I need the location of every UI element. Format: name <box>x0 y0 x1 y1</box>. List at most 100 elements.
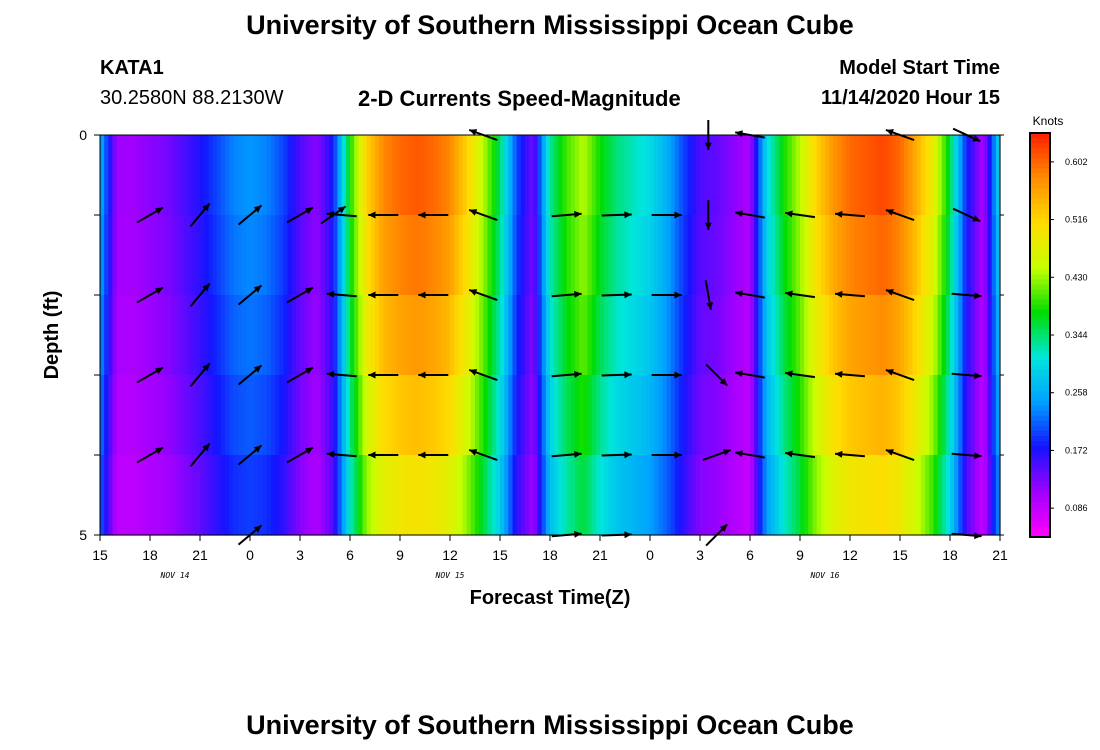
heatmap-cell <box>483 215 489 296</box>
heatmap-cell <box>608 455 614 536</box>
heatmap-cell <box>337 295 343 376</box>
heatmap-cell <box>237 375 243 456</box>
heatmap-cell <box>158 375 164 456</box>
heatmap-cell <box>908 455 914 536</box>
heatmap-cell <box>412 215 418 296</box>
current-vector <box>468 368 498 382</box>
heatmap-cell <box>600 295 605 376</box>
heatmap-cell <box>600 135 605 216</box>
heatmap-cell <box>175 375 180 456</box>
colorbar-segment <box>1030 340 1050 346</box>
heatmap-cell <box>779 135 784 216</box>
heatmap-cell <box>833 135 839 216</box>
heatmap-cell <box>875 295 880 376</box>
heatmap-cell <box>187 135 193 216</box>
heatmap-cell <box>216 215 222 296</box>
heatmap-cell <box>362 135 368 216</box>
heatmap-cell <box>300 375 305 456</box>
current-vector <box>368 211 399 219</box>
heatmap-cell <box>920 135 926 216</box>
heatmap-cell <box>408 455 414 536</box>
heatmap-cell <box>262 375 268 456</box>
heatmap-cell <box>204 455 209 536</box>
current-vector <box>326 290 357 298</box>
heatmap-cell <box>808 295 814 376</box>
heatmap-cell <box>129 215 134 296</box>
heatmap-cell <box>504 215 509 296</box>
heatmap-cell <box>741 135 747 216</box>
heatmap-cell <box>120 215 126 296</box>
heatmap-cell <box>433 135 439 216</box>
colorbar-segment <box>1030 425 1050 432</box>
heatmap-cell <box>662 295 668 376</box>
heatmap-cell <box>125 295 130 376</box>
colorbar-segment <box>1030 223 1050 230</box>
heatmap-cell <box>845 375 851 456</box>
heatmap-cell <box>637 455 643 536</box>
current-vector <box>885 448 915 462</box>
current-vectors <box>136 120 982 547</box>
colorbar-segment <box>1030 133 1050 139</box>
heatmap-cell <box>775 455 780 536</box>
heatmap-cell <box>612 135 618 216</box>
heatmap-cell <box>725 375 730 456</box>
heatmap-cell <box>945 215 951 296</box>
heatmap-cell <box>645 215 651 296</box>
colorbar-segment <box>1030 138 1050 144</box>
heatmap-cell <box>187 215 193 296</box>
heatmap-cell <box>866 215 872 296</box>
heatmap-cell <box>437 295 443 376</box>
heatmap-cell <box>833 215 839 296</box>
heatmap-cell <box>275 135 280 216</box>
heatmap-cell <box>987 295 993 376</box>
heatmap-cell <box>758 375 764 456</box>
current-vector <box>326 450 357 458</box>
heatmap-cell <box>250 455 255 536</box>
heatmap-cell <box>487 375 493 456</box>
heatmap-cell <box>325 215 330 296</box>
heatmap-cell <box>137 455 143 536</box>
colorbar-segment <box>1030 294 1050 301</box>
heatmap-cell <box>658 455 664 536</box>
heatmap-cell <box>866 455 872 536</box>
heatmap-cell <box>479 455 484 536</box>
heatmap-cell <box>666 455 672 536</box>
heatmap-cell <box>770 455 776 536</box>
heatmap-cell <box>541 215 547 296</box>
heatmap-cell <box>745 295 751 376</box>
heatmap-cell <box>895 295 901 376</box>
heatmap-cell <box>479 295 484 376</box>
heatmap-cell <box>791 375 797 456</box>
heatmap-cell <box>945 295 951 376</box>
heatmap-cell <box>995 375 1001 456</box>
heatmap-cell <box>845 135 851 216</box>
heatmap-cell <box>500 295 505 376</box>
heatmap-cell <box>279 295 284 376</box>
colorbar-segment <box>1030 521 1050 528</box>
heatmap-cell <box>108 375 114 456</box>
heatmap-cell <box>112 295 118 376</box>
heatmap-cell <box>770 375 776 456</box>
heatmap-cell <box>466 455 472 536</box>
heatmap-cell <box>900 135 905 216</box>
heatmap-cell <box>337 375 343 456</box>
heatmap-cell <box>570 135 576 216</box>
current-vector <box>784 290 816 299</box>
heatmap-cell <box>583 375 589 456</box>
heatmap-cell <box>604 135 609 216</box>
heatmap-cell <box>858 455 864 536</box>
heatmap-cell <box>712 215 718 296</box>
heatmap-cell <box>408 135 414 216</box>
heatmap-cell <box>191 135 197 216</box>
heatmap-cell <box>920 215 926 296</box>
heatmap-cell <box>779 455 784 536</box>
heatmap-cell <box>116 295 122 376</box>
heatmap-cell <box>733 375 739 456</box>
colorbar-tick-label: 0.258 <box>1065 388 1088 398</box>
colorbar-segment <box>1030 436 1050 442</box>
heatmap-cell <box>887 375 893 456</box>
heatmap-cell <box>862 135 868 216</box>
heatmap-cell <box>645 135 651 216</box>
heatmap-cell <box>687 375 693 456</box>
heatmap-cell <box>120 455 126 536</box>
